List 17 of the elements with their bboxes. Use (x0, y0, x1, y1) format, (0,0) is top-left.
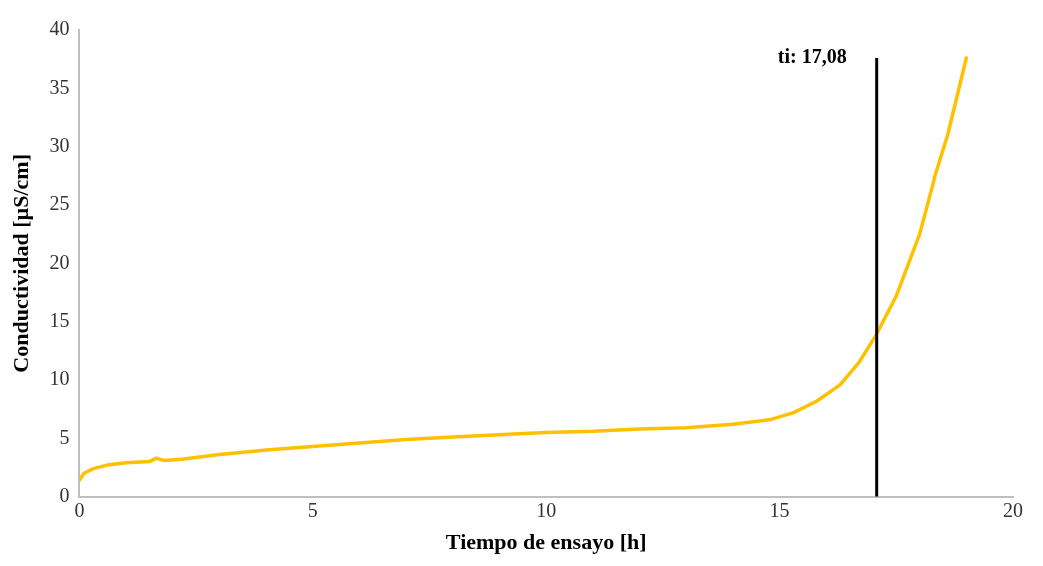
y-tick-label: 40 (49, 17, 70, 40)
y-axis-title: Conductividad [µS/cm] (7, 153, 33, 373)
x-tick-label: 5 (307, 498, 318, 521)
x-tick-label: 0 (74, 498, 85, 521)
x-tick-label: 10 (536, 498, 557, 521)
y-tick-label: 20 (49, 250, 70, 273)
y-tick-label: 30 (49, 133, 70, 156)
y-tick-label: 35 (49, 75, 70, 98)
x-tick-label: 20 (1003, 498, 1023, 521)
x-tick-label: 15 (769, 498, 790, 521)
y-tick-label: 5 (59, 425, 70, 448)
y-tick-label: 15 (49, 308, 70, 331)
y-tick-label: 10 (49, 367, 70, 390)
y-tick-label: 0 (59, 483, 70, 506)
ref-line-label: ti: 17,08 (777, 45, 847, 68)
y-tick-label: 25 (49, 192, 70, 215)
x-axis-title: Tiempo de ensayo [h] (445, 529, 647, 555)
